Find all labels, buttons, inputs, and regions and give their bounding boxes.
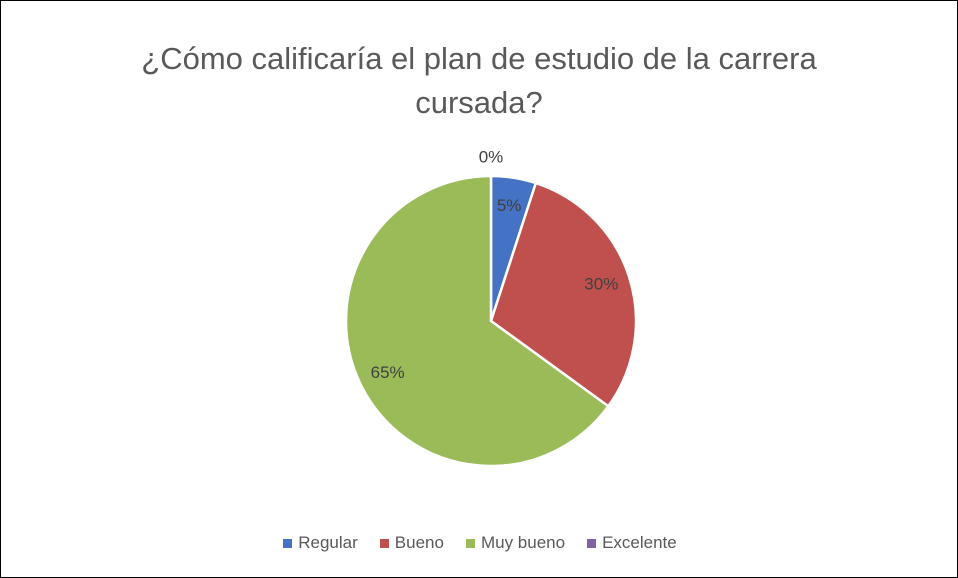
data-label: 65% (371, 363, 405, 382)
legend-item: Muy bueno (465, 533, 566, 553)
legend-item: Regular (283, 533, 358, 553)
data-label: 5% (497, 196, 522, 215)
legend: Regular Bueno Muy bueno Excelente (1, 533, 957, 553)
legend-label: Excelente (602, 533, 677, 552)
legend-label: Muy bueno (480, 533, 566, 552)
data-label: 30% (584, 275, 618, 294)
data-label: 0% (479, 147, 504, 166)
legend-swatch (283, 538, 293, 548)
legend-label: Bueno (394, 533, 444, 552)
legend-item: Bueno (379, 533, 444, 553)
pie-slice (489, 181, 638, 408)
legend-swatch (587, 538, 597, 548)
legend-swatch (465, 538, 475, 548)
legend-swatch (379, 538, 389, 548)
legend-label: Regular (298, 533, 358, 552)
legend-item: Excelente (587, 533, 677, 553)
pie-slice (344, 174, 611, 468)
chart-title: ¿Cómo calificaría el plan de estudio de … (141, 41, 817, 120)
